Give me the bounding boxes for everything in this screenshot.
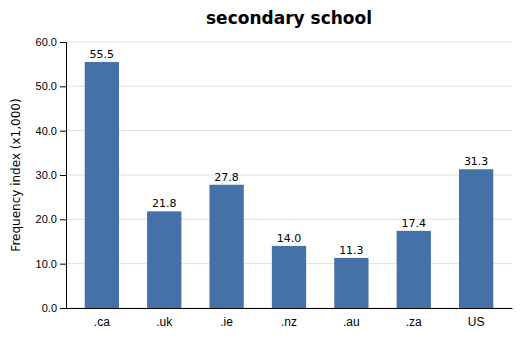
data-label: 11.3 xyxy=(339,244,364,257)
x-tick-label: US xyxy=(468,315,485,329)
x-tick: .ca xyxy=(94,315,110,329)
data-label: 27.8 xyxy=(214,171,239,184)
y-tick-label: 30.0 xyxy=(36,169,57,181)
y-tick-mark xyxy=(60,219,66,220)
y-tick-mark xyxy=(60,308,66,309)
x-tick-label: .au xyxy=(343,315,360,329)
y-tick: 30.0 xyxy=(36,169,66,181)
data-label: 14.0 xyxy=(277,232,302,245)
grid-line xyxy=(66,130,512,131)
x-axis-line xyxy=(67,308,513,309)
y-tick: 0.0 xyxy=(42,302,66,314)
x-axis: .ca .uk .ie .nz .au .za US xyxy=(67,309,513,329)
y-axis: 0.0 10.0 20.0 30.0 40.0 50.0 60.0 xyxy=(36,36,67,314)
y-tick-label: 50.0 xyxy=(36,80,57,92)
y-tick-label: 20.0 xyxy=(36,213,57,225)
grid-line xyxy=(66,175,512,176)
chart: 55.5 21.8 27.8 14.0 11.3 17.4 31.3 .ca .uk .ie .nz… xyxy=(0,0,528,340)
x-tick-label: .uk xyxy=(156,315,173,329)
y-tick: 40.0 xyxy=(36,125,66,137)
bar xyxy=(85,62,119,308)
y-tick: 60.0 xyxy=(36,36,66,48)
y-tick-mark xyxy=(60,175,66,176)
y-tick-mark xyxy=(60,86,66,87)
y-axis-line xyxy=(60,43,67,309)
y-tick-label: 40.0 xyxy=(36,125,57,137)
x-tick: .nz xyxy=(281,315,297,329)
bar xyxy=(147,211,181,308)
y-tick: 50.0 xyxy=(36,80,66,92)
bar xyxy=(459,169,493,308)
bar xyxy=(334,258,368,308)
y-tick-label: 10.0 xyxy=(36,258,57,270)
plot-area: 55.5 21.8 27.8 14.0 11.3 17.4 31.3 .ca .uk .ie .nz… xyxy=(36,36,513,329)
grid xyxy=(66,42,512,308)
x-tick: .za xyxy=(406,315,422,329)
bar xyxy=(397,231,431,308)
x-tick: US xyxy=(468,315,485,329)
grid-line xyxy=(66,86,512,87)
x-tick-label: .ca xyxy=(94,315,110,329)
y-tick-mark xyxy=(60,42,66,43)
y-tick-mark xyxy=(60,264,66,265)
data-label: 17.4 xyxy=(402,217,427,230)
x-tick-label: .ie xyxy=(220,315,233,329)
grid-line xyxy=(66,42,512,43)
x-tick: .ie xyxy=(220,315,233,329)
y-tick-label: 0.0 xyxy=(42,302,57,314)
y-tick: 10.0 xyxy=(36,258,66,270)
y-tick-mark xyxy=(60,131,66,132)
bars xyxy=(85,62,494,308)
x-tick: .au xyxy=(343,315,360,329)
bar xyxy=(209,185,243,308)
x-tick-label: .za xyxy=(406,315,422,329)
bar xyxy=(272,246,306,308)
y-axis-title: Frequency index (x1,000) xyxy=(9,98,23,251)
data-label: 31.3 xyxy=(464,155,489,168)
x-tick: .uk xyxy=(156,315,173,329)
title: secondary school xyxy=(206,8,372,28)
y-tick: 20.0 xyxy=(36,213,66,225)
grid-line xyxy=(66,219,512,220)
data-label: 21.8 xyxy=(152,197,177,210)
data-labels: 55.5 21.8 27.8 14.0 11.3 17.4 31.3 xyxy=(90,48,489,257)
y-tick-label: 60.0 xyxy=(36,36,57,48)
data-label: 55.5 xyxy=(90,48,115,61)
x-tick-label: .nz xyxy=(281,315,297,329)
